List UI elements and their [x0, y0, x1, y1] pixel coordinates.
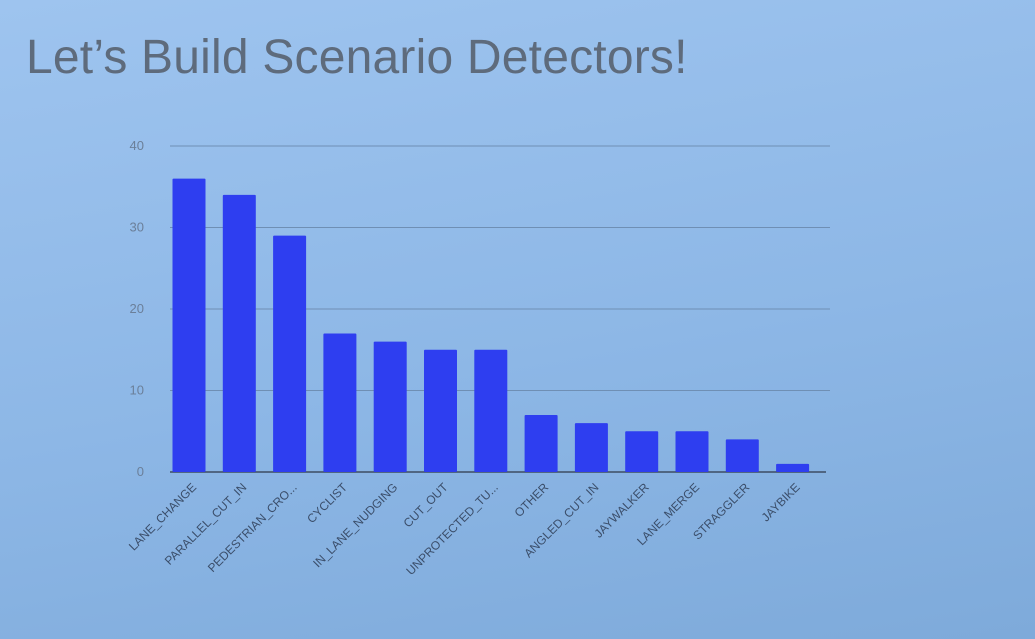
y-tick-label: 10 [130, 383, 144, 398]
y-tick-label: 30 [130, 220, 144, 235]
y-tick-label: 20 [130, 301, 144, 316]
x-category-label: CUT_OUT [401, 480, 451, 530]
x-category-label: CYCLIST [304, 480, 350, 526]
bar [222, 194, 256, 472]
slide-title: Let’s Build Scenario Detectors! [26, 31, 688, 84]
x-category-label: IN_LANE_NUDGING [310, 480, 400, 570]
bar [373, 341, 407, 472]
x-category-label: PEDESTRIAN_CRO... [205, 480, 300, 575]
y-tick-label: 0 [137, 464, 144, 479]
y-tick-label: 40 [130, 138, 144, 153]
x-category-label: JAYBIKE [759, 480, 803, 524]
bar [524, 414, 558, 472]
bar [725, 439, 759, 472]
bar [675, 431, 709, 472]
bar [323, 333, 357, 472]
bar [574, 423, 608, 472]
x-category-label: OTHER [512, 480, 552, 520]
bar [776, 463, 810, 472]
bar [474, 349, 508, 472]
bar [172, 178, 206, 472]
bar-layer [172, 178, 810, 472]
x-category-label: UNPROTECTED_TU... [403, 480, 501, 578]
bar [625, 431, 659, 472]
bar [273, 235, 307, 472]
bar [424, 349, 457, 472]
